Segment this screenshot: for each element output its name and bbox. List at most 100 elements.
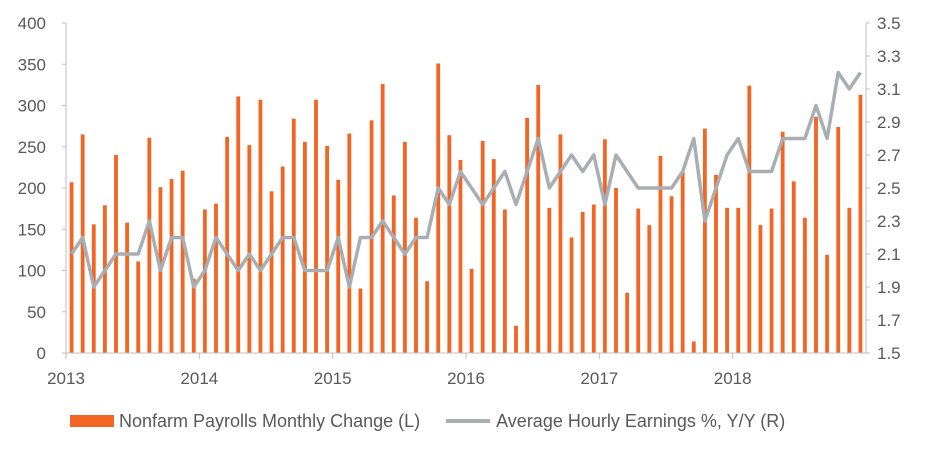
payroll-bar	[358, 288, 363, 353]
right-tick-label: 2.3	[877, 212, 901, 231]
payroll-bar	[447, 135, 452, 353]
payroll-bar	[302, 141, 307, 353]
right-tick-label: 3.5	[877, 14, 901, 33]
payroll-bar	[436, 63, 441, 354]
left-tick-label: 150	[18, 220, 46, 239]
right-tick-label: 1.7	[877, 311, 901, 330]
right-tick-label: 2.7	[877, 146, 901, 165]
earnings-line	[70, 70, 862, 289]
payroll-bar	[469, 268, 474, 353]
payroll-bar	[69, 182, 74, 353]
payroll-bar	[847, 207, 852, 353]
payroll-bar	[425, 281, 430, 353]
payroll-bar	[602, 139, 607, 353]
payroll-bar	[758, 225, 763, 354]
payroll-bar	[314, 99, 318, 353]
payroll-bar	[614, 188, 618, 353]
payroll-bar	[347, 133, 352, 353]
payroll-bar	[569, 237, 574, 353]
payroll-bar	[191, 278, 196, 353]
x-tick-label: 2016	[447, 369, 485, 388]
payroll-bar	[236, 96, 241, 354]
payroll-bar	[725, 207, 730, 353]
payroll-bar	[780, 131, 785, 353]
payroll-bar	[225, 136, 230, 353]
payroll-bar	[647, 225, 652, 354]
payroll-bar	[214, 203, 218, 353]
payroll-bar	[658, 155, 663, 353]
payrolls-bars	[69, 63, 863, 354]
payroll-bar	[414, 217, 418, 353]
payroll-bar	[136, 261, 141, 353]
payroll-bar	[714, 174, 718, 353]
x-tick-label: 2014	[180, 369, 218, 388]
x-axis-ticks: 2013 2014 2015 2016 2017 2018	[47, 353, 752, 388]
payroll-bar	[536, 84, 541, 354]
payroll-bar	[491, 159, 496, 354]
payroll-bar	[669, 196, 674, 353]
payroll-bar	[802, 217, 807, 353]
left-tick-label: 200	[18, 179, 46, 198]
x-tick-label: 2015	[314, 369, 352, 388]
payroll-bar	[280, 166, 285, 353]
right-tick-label: 1.9	[877, 278, 901, 297]
payroll-bar	[125, 222, 130, 353]
payroll-bar	[625, 292, 630, 353]
payroll-bar	[558, 134, 563, 354]
right-tick-label: 3.3	[877, 47, 901, 66]
right-tick-label: 2.9	[877, 113, 901, 132]
payroll-bar	[458, 159, 463, 353]
right-tick-label: 3.1	[877, 80, 901, 99]
left-tick-label: 400	[18, 14, 46, 33]
right-axis-ticks: 1.5 1.7 1.9 2.1 2.3 2.5 2.7 2.9 3.1 3.3 3.5	[866, 14, 901, 363]
payroll-bar	[258, 99, 263, 353]
payroll-bar	[836, 126, 841, 353]
payroll-bar	[736, 207, 741, 353]
payroll-bar	[169, 178, 174, 353]
payroll-bar	[747, 85, 752, 353]
left-tick-label: 50	[27, 303, 46, 322]
payroll-bar	[269, 191, 274, 353]
legend-earnings-label: Average Hourly Earnings %, Y/Y (R)	[496, 410, 786, 431]
payroll-bar	[825, 254, 830, 353]
payroll-bar	[791, 181, 796, 353]
payroll-bar	[502, 209, 507, 353]
payroll-bar	[514, 325, 518, 353]
payroll-bar	[814, 117, 818, 353]
payroll-bar	[680, 171, 685, 353]
payroll-bar	[325, 145, 330, 353]
legend-bar-swatch	[70, 415, 114, 427]
payroll-bar	[147, 137, 152, 353]
left-tick-label: 350	[18, 55, 46, 74]
right-tick-label: 2.1	[877, 245, 901, 264]
left-tick-label: 300	[18, 97, 46, 116]
payroll-bar	[247, 145, 252, 353]
payroll-bar	[858, 94, 863, 353]
left-tick-label: 100	[18, 262, 46, 281]
payroll-bar	[180, 170, 185, 353]
payroll-bar	[636, 208, 641, 354]
payroll-bar	[480, 140, 485, 353]
payroll-bar	[769, 208, 774, 354]
payroll-bar	[336, 179, 341, 353]
payroll-bar	[391, 195, 396, 353]
left-tick-label: 0	[37, 344, 46, 363]
x-tick-label: 2013	[47, 369, 85, 388]
payroll-bar	[702, 128, 707, 353]
left-axis-ticks: 0 50 100 150 200 250 300 350 400	[18, 14, 66, 363]
right-tick-label: 2.5	[877, 179, 901, 198]
payroll-bar	[580, 211, 585, 353]
x-tick-label: 2017	[580, 369, 618, 388]
payroll-bar	[591, 204, 596, 353]
x-tick-label: 2018	[714, 369, 752, 388]
payroll-bar	[402, 141, 407, 353]
payroll-bar	[525, 117, 530, 354]
right-tick-label: 1.5	[877, 344, 901, 363]
payroll-bar	[102, 205, 107, 353]
payroll-bar	[380, 84, 385, 354]
left-tick-label: 250	[18, 138, 46, 157]
payroll-bar	[202, 209, 207, 353]
payroll-bar	[691, 341, 696, 353]
payroll-bar	[547, 207, 552, 353]
